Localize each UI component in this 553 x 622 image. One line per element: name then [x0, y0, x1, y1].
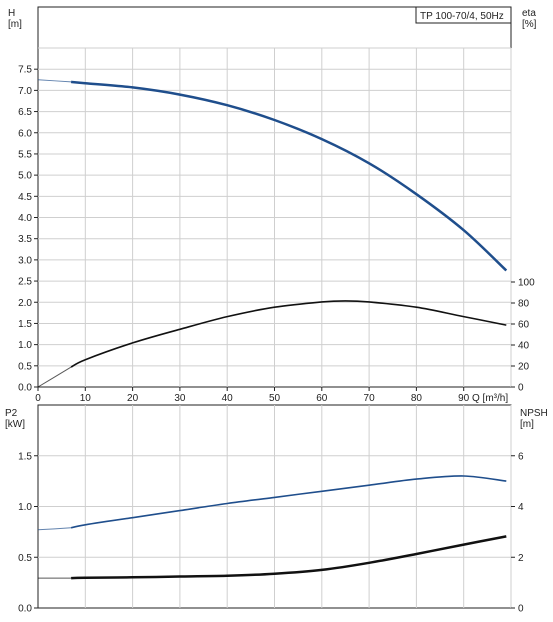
y-axis-unit: [kW] [5, 419, 25, 430]
y-tick-label: 1.5 [18, 451, 32, 462]
series-NPSH-line [71, 535, 507, 580]
x-tick-label: 50 [269, 393, 281, 404]
x-tick-label: 80 [411, 393, 423, 404]
y-tick-label: 5.5 [18, 149, 32, 160]
series-eta-line [70, 300, 507, 368]
y-tick-label: 3.5 [18, 234, 32, 245]
y-tick-label: 0.0 [18, 604, 32, 615]
y-axis-title: P2 [5, 408, 18, 419]
y2-tick-label: 40 [518, 341, 530, 352]
y2-tick-label: 80 [518, 299, 530, 310]
y-tick-label: 0.5 [18, 361, 32, 372]
legend-box [415, 6, 512, 24]
y-axis-title: H [8, 8, 15, 19]
x-tick-label: 20 [127, 393, 139, 404]
head-efficiency-panel: 0 10 20 30 40 50 60 70 80 90 0.0 0.5 1.0 1.5 2.0 2.5 3.0… [8, 6, 537, 404]
x-tick-label: 40 [222, 393, 234, 404]
y2-axis-title: eta [522, 8, 536, 19]
y2-axis-unit: [m] [520, 419, 534, 430]
y-tick-label: 6.5 [18, 107, 32, 118]
y2-tick-label: 6 [518, 451, 524, 462]
y-tick-label: 2.0 [18, 298, 32, 309]
legend-label: TP 100-70/4, 50Hz [420, 11, 504, 22]
y-tick-label: 4.5 [18, 192, 32, 203]
y2-axis-unit: [%] [522, 19, 537, 30]
x-tick-label: 60 [316, 393, 328, 404]
y2-tick-label: 2 [518, 553, 524, 564]
y-tick-label: 1.0 [18, 340, 32, 351]
x-axis-title: Q [m³/h] [472, 393, 508, 404]
power-npsh-panel: 0.0 0.5 1.0 1.5 0 2 4 6 P2[kW] NPSH[m] [5, 404, 548, 615]
series-P2-line [70, 475, 507, 529]
y2-tick-label: 4 [518, 502, 524, 513]
y2-tick-label: 20 [518, 362, 530, 373]
y-tick-label: 0.0 [18, 383, 32, 394]
y-tick-label: 1.5 [18, 319, 32, 330]
y-tick-label: 4.0 [18, 213, 32, 224]
y-tick-label: 7.0 [18, 86, 32, 97]
x-tick-label: 70 [364, 393, 376, 404]
y2-tick-label: 100 [518, 278, 535, 289]
y-tick-label: 7.5 [18, 65, 32, 76]
x-tick-label: 10 [80, 393, 92, 404]
series-eta-extension [37, 366, 72, 388]
series-H-extension [37, 79, 72, 83]
series-H-line [70, 80, 508, 272]
y-tick-label: 0.5 [18, 553, 32, 564]
y-tick-label: 3.0 [18, 255, 32, 266]
y-axis-unit: [m] [8, 19, 22, 30]
x-tick-label: 30 [174, 393, 186, 404]
y-tick-label: 1.0 [18, 502, 32, 513]
x-tick-label: 0 [35, 393, 41, 404]
y-tick-label: 2.5 [18, 277, 32, 288]
y2-axis-title: NPSH [520, 408, 548, 419]
y2-tick-label: 0 [518, 604, 524, 615]
x-tick-label: 90 [458, 393, 470, 404]
y2-tick-label: 60 [518, 320, 530, 331]
y2-tick-label: 0 [518, 383, 524, 394]
y-tick-label: 5.0 [18, 171, 32, 182]
y-tick-label: 6.0 [18, 128, 32, 139]
series-P2-extension [37, 527, 72, 531]
